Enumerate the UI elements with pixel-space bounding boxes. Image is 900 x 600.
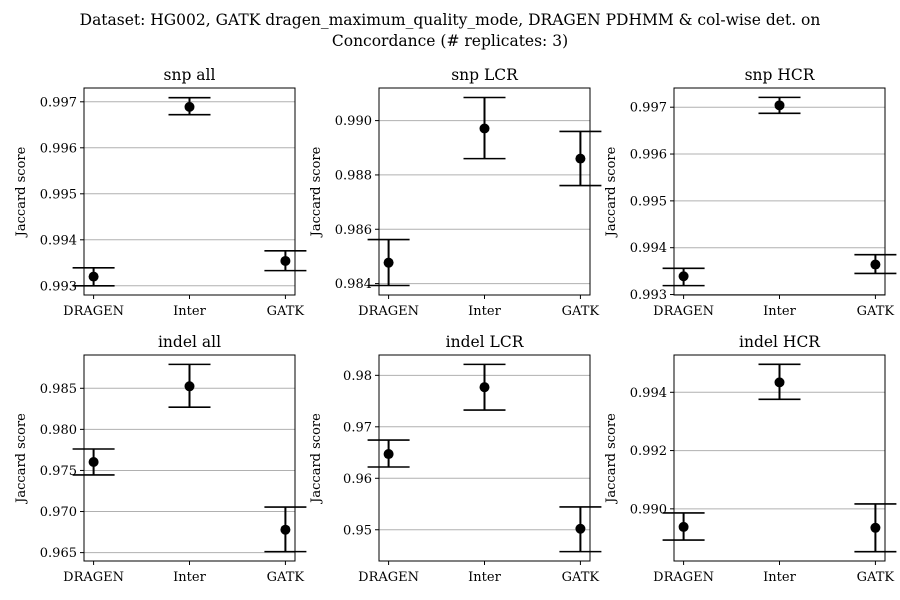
y-axis-label: Jaccard score	[604, 146, 619, 238]
y-tick-label: 0.994	[40, 233, 77, 248]
y-tick-label: 0.984	[335, 277, 372, 292]
y-axis-label: Jaccard score	[604, 413, 619, 505]
y-tick-label: 0.988	[335, 168, 372, 183]
y-tick-label: 0.993	[40, 279, 77, 294]
data-point-dragen	[383, 449, 394, 460]
data-point-dragen	[383, 257, 394, 268]
data-point-inter	[774, 377, 785, 388]
y-tick-label: 0.980	[40, 423, 77, 438]
y-axis-label: Jaccard score	[309, 413, 324, 505]
y-axis-label: Jaccard score	[309, 146, 324, 238]
subplot-title: indel LCR	[446, 333, 525, 351]
subplot-title: snp all	[164, 66, 216, 84]
y-tick-label: 0.992	[630, 444, 667, 459]
data-point-inter	[184, 101, 195, 112]
y-tick-label: 0.996	[630, 148, 667, 163]
y-tick-label: 0.990	[630, 502, 667, 517]
y-tick-label: 0.98	[343, 369, 372, 384]
subplot-snp-hcr: 0.993 0.994 0.995 0.996 0.997 DRAGEN Inter GATK…	[604, 66, 897, 319]
y-tick-label: 0.965	[40, 546, 77, 561]
x-tick-label-gatk: GATK	[562, 304, 600, 319]
figure-suptitle-line2: Concordance (# replicates: 3)	[332, 32, 568, 50]
data-point-gatk	[870, 259, 881, 270]
data-point-inter	[479, 382, 490, 393]
x-tick-label-inter: Inter	[173, 570, 206, 585]
x-tick-label-dragen: DRAGEN	[63, 304, 124, 319]
data-point-gatk	[870, 522, 881, 533]
y-tick-label: 0.970	[40, 505, 77, 520]
subplot-indel-hcr: 0.990 0.992 0.994 DRAGEN Inter GATK indel HCR J…	[604, 333, 897, 585]
subplot-title: indel all	[158, 333, 221, 351]
y-axis-label: Jaccard score	[14, 146, 29, 238]
x-tick-label-gatk: GATK	[562, 570, 600, 585]
data-point-inter	[774, 100, 785, 111]
x-tick-label-dragen: DRAGEN	[653, 304, 714, 319]
subplot-indel-lcr: 0.95 0.96 0.97 0.98 DRAGEN Inter GATK indel LCR…	[309, 333, 602, 585]
data-point-dragen	[88, 456, 99, 467]
y-tick-label: 0.994	[630, 386, 667, 401]
y-tick-label: 0.993	[630, 288, 667, 303]
subplot-snp-all: 0.993 0.994 0.995 0.996 0.997 DRAGEN Inter GATK…	[14, 66, 307, 319]
x-tick-label-dragen: DRAGEN	[653, 570, 714, 585]
subplot-indel-all: 0.965 0.970 0.975 0.980 0.985 DRAGEN Inter GATK…	[14, 333, 307, 585]
figure-suptitle-line1: Dataset: HG002, GATK dragen_maximum_qual…	[80, 11, 821, 29]
subplot-title: snp LCR	[451, 66, 519, 84]
subplot-title: snp HCR	[745, 66, 816, 84]
y-tick-label: 0.96	[343, 472, 372, 487]
data-point-gatk	[575, 153, 586, 164]
y-tick-label: 0.990	[335, 114, 372, 129]
y-tick-label: 0.995	[630, 194, 667, 209]
y-tick-label: 0.997	[40, 95, 77, 110]
y-tick-label: 0.994	[630, 241, 667, 256]
y-tick-label: 0.996	[40, 141, 77, 156]
data-point-gatk	[575, 523, 586, 534]
x-tick-label-inter: Inter	[763, 304, 796, 319]
y-tick-label: 0.975	[40, 464, 77, 479]
data-point-dragen	[678, 521, 689, 532]
x-tick-label-gatk: GATK	[857, 304, 895, 319]
data-point-inter	[479, 123, 490, 134]
x-tick-label-inter: Inter	[468, 570, 501, 585]
x-tick-label-dragen: DRAGEN	[63, 570, 124, 585]
y-tick-label: 0.986	[335, 223, 372, 238]
data-point-dragen	[88, 271, 99, 282]
x-tick-label-inter: Inter	[468, 304, 501, 319]
y-tick-label: 0.997	[630, 101, 667, 116]
x-tick-label-inter: Inter	[763, 570, 796, 585]
y-tick-label: 0.995	[40, 187, 77, 202]
data-point-gatk	[280, 255, 291, 266]
subplot-title: indel HCR	[739, 333, 821, 351]
data-point-gatk	[280, 524, 291, 535]
x-tick-label-dragen: DRAGEN	[358, 304, 419, 319]
subplot-snp-lcr: 0.984 0.986 0.988 0.990 DRAGEN Inter GATK snp L…	[309, 66, 602, 319]
x-tick-label-gatk: GATK	[267, 570, 305, 585]
y-tick-label: 0.985	[40, 382, 77, 397]
y-tick-label: 0.97	[343, 420, 372, 435]
data-point-dragen	[678, 271, 689, 282]
x-tick-label-dragen: DRAGEN	[358, 570, 419, 585]
y-axis-label: Jaccard score	[14, 413, 29, 505]
x-tick-label-inter: Inter	[173, 304, 206, 319]
subplot-grid: 0.993 0.994 0.995 0.996 0.997 DRAGEN Inter GATK…	[14, 66, 897, 585]
y-tick-label: 0.95	[343, 523, 372, 538]
data-point-inter	[184, 381, 195, 392]
x-tick-label-gatk: GATK	[267, 304, 305, 319]
x-tick-label-gatk: GATK	[857, 570, 895, 585]
